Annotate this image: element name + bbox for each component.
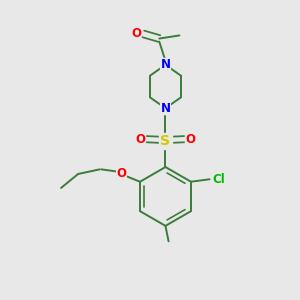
- Text: O: O: [116, 167, 126, 181]
- Text: S: S: [160, 134, 170, 148]
- Text: O: O: [131, 27, 141, 40]
- Text: N: N: [160, 102, 170, 115]
- Text: O: O: [136, 133, 146, 146]
- Text: Cl: Cl: [212, 173, 225, 186]
- Text: N: N: [160, 58, 170, 71]
- Text: O: O: [185, 133, 195, 146]
